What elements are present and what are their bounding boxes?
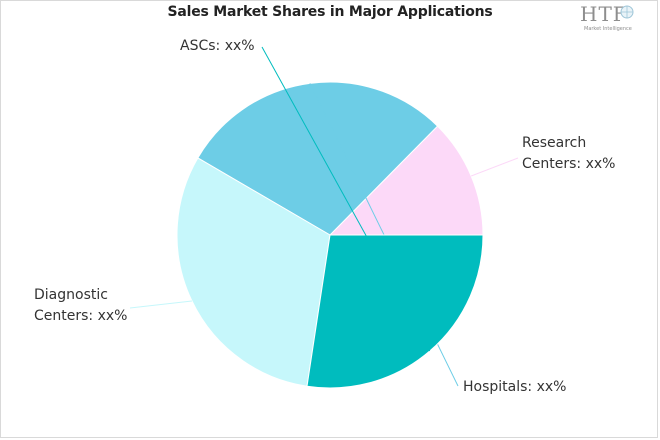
leader-line-2 — [129, 300, 193, 309]
logo-text: HTF — [580, 2, 628, 26]
pie-slice-2 — [176, 157, 331, 387]
pie-slice-3 — [306, 234, 484, 389]
slice-label-0: Research Centers: xx% — [522, 135, 615, 172]
chart-title: Sales Market Shares in Major Application… — [167, 4, 493, 20]
leader-line-0 — [470, 157, 519, 177]
pie-slice-0 — [328, 125, 484, 236]
slice-label-1: Hospitals: xx% — [463, 379, 566, 395]
htf-logo: HTF Market Intelligence — [580, 2, 650, 34]
slice-label-3: ASCs: xx% — [180, 38, 255, 54]
leader-line-3 — [261, 46, 431, 352]
globe-icon — [620, 5, 634, 19]
logo-subtext: Market Intelligence — [584, 26, 632, 32]
slice-label-2: Diagnostic Centers: xx% — [34, 287, 127, 324]
